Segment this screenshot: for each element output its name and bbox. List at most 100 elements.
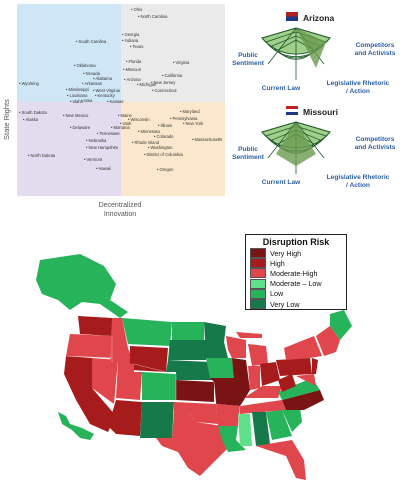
legend-item-low: Low (246, 288, 346, 299)
quadrant-point: North Dakota (28, 153, 55, 158)
y-axis-label: State Rights (2, 99, 11, 140)
quadrant-point: Maryland (180, 109, 199, 114)
quadrant-point: Alabama (93, 76, 112, 81)
quadrant-point: Texas (130, 44, 143, 49)
state-wyoming (130, 346, 168, 372)
state-kentucky (244, 386, 282, 398)
legend-swatch (250, 258, 266, 269)
radar-title-missouri: Missouri (303, 107, 338, 117)
state-colorado (142, 372, 176, 400)
quadrant-point: Vermont (84, 157, 102, 162)
radar-label-legislative-az: Legislative Rhetoric / Action (326, 80, 390, 95)
state-indiana (248, 366, 260, 390)
quadrant-point: Oregon (157, 167, 173, 172)
quadrant-point: Georgia (122, 32, 139, 37)
state-pennsylvania (276, 358, 312, 376)
state-georgia (266, 410, 292, 440)
quadrant-point: Florida (126, 59, 141, 64)
state-texas (156, 412, 228, 476)
legend-swatch (250, 268, 266, 279)
state-hawaii (58, 412, 94, 440)
state-north-dakota (172, 322, 204, 340)
legend-label: High (270, 258, 285, 268)
state-south-dakota (168, 340, 206, 360)
quadrant-point: New Jersey (151, 80, 175, 85)
state-new-jersey (312, 358, 318, 374)
quadrant-point: Indiana (122, 38, 138, 43)
quadrant-point: Louisiana (67, 93, 87, 98)
quadrant-point: Nebraska (86, 138, 106, 143)
state-nevada (92, 358, 118, 404)
legend-label: Very High (270, 248, 302, 258)
radar-label-legislative-mo: Legislative Rhetoric / Action (326, 174, 390, 189)
quadrant-point: District of Columbia (144, 152, 182, 157)
state-maine (330, 310, 352, 340)
quadrant-point: Virginia (173, 60, 189, 65)
radar-label-competitors-az: Competitors and Activists (354, 42, 396, 57)
quadrant-point: New Mexico (63, 113, 88, 118)
state-florida (256, 440, 306, 480)
legend-item-moderate-high: Moderate-High (246, 268, 346, 279)
radar-arizona: Arizona Public Sentiment Competitors and… (228, 10, 400, 102)
quadrant-point: South Carolina (76, 39, 106, 44)
state-mississippi (238, 414, 252, 446)
quadrant-point: Hawaii (96, 166, 111, 171)
radar-title-arizona: Arizona (303, 13, 335, 23)
state-minnesota (204, 322, 228, 358)
quadrant-point: New York (183, 121, 203, 126)
quadrant-point: West Virginia (93, 88, 120, 93)
radar-shape-missouri (261, 121, 331, 174)
state-tennessee (240, 400, 286, 414)
quadrant-point: Arizona (124, 77, 140, 82)
state-new-england (316, 326, 340, 356)
radar-missouri: Missouri Public Sentiment Competitors an… (228, 104, 400, 196)
quadrant-point: Mississippi (66, 87, 88, 92)
quadrant-point: Nevada (83, 71, 99, 76)
state-nebraska (166, 360, 212, 380)
quadrant-point: Connecticut (152, 88, 176, 93)
quadrant-point: Pennsylvania (170, 116, 197, 121)
quadrant-point: Kansas (107, 99, 123, 104)
legend-label: Moderate-High (270, 268, 318, 278)
radar-label-public-sentiment-mo: Public Sentiment (232, 146, 264, 161)
legend-label: Very Low (270, 299, 300, 309)
legend-swatch (250, 248, 266, 259)
quadrant-point: Illinois (158, 123, 172, 128)
state-oklahoma (174, 402, 218, 424)
state-idaho (110, 318, 134, 364)
state-oregon (66, 334, 112, 358)
legend-title: Disruption Risk (262, 237, 330, 247)
quadrant-point: Tennessee (97, 131, 119, 136)
state-washington (78, 316, 112, 336)
quadrant-point: Rhode Island (132, 140, 159, 145)
x-axis-label-line1: Decentralized (98, 202, 142, 209)
quadrant-point: North Carolina (138, 14, 167, 19)
quadrant-point: Idaho (70, 99, 82, 104)
radar-label-public-sentiment-az: Public Sentiment (232, 52, 264, 67)
quadrant-point: Missouri (123, 67, 141, 72)
quadrant-point: Wisconsin (128, 117, 149, 122)
state-illinois (232, 358, 250, 400)
legend-swatch (250, 288, 266, 299)
quadrant-point: Oklahoma (74, 63, 95, 68)
state-north-carolina (282, 390, 324, 410)
state-michigan (236, 332, 268, 366)
state-virginia (278, 378, 320, 400)
state-montana (122, 318, 172, 346)
quadrant-point: South Dakota (19, 110, 46, 115)
state-utah (116, 362, 142, 400)
state-kansas (176, 380, 214, 402)
quadrant-point: Iowa (81, 98, 92, 103)
state-maryland (296, 374, 316, 386)
quadrant-point: Delaware (70, 125, 90, 130)
legend-item-very-low: Very Low (246, 299, 346, 310)
quadrant-point: Kentucky (95, 93, 114, 98)
state-west-virginia (278, 374, 296, 392)
arizona-flag-icon (286, 12, 298, 21)
legend-item-high: High (246, 258, 346, 269)
radar-label-competitors-mo: Competitors and Activists (354, 136, 396, 151)
radar-label-current-law-az: Current Law (261, 85, 301, 92)
quadrant-point: Arkansas (82, 81, 101, 86)
state-south-carolina (282, 408, 302, 432)
quadrant-point: New Hampshire (86, 145, 118, 150)
